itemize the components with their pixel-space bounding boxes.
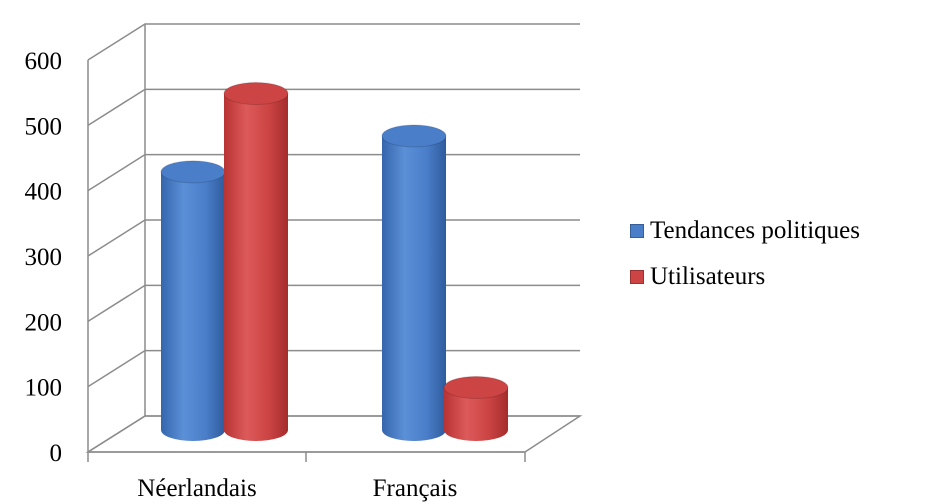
x-category-label: Néerlandais (137, 475, 256, 502)
bar-tendances-francais (381, 124, 447, 441)
gridline (87, 23, 580, 61)
y-tick-label: 100 (25, 375, 63, 402)
legend-item-utilisateurs: Utilisateurs (630, 254, 860, 300)
y-tick-label: 300 (25, 244, 63, 271)
bar-utilisateurs-neerlandais (223, 82, 289, 442)
x-category-label: Français (373, 475, 458, 502)
y-tick-label: 0 (50, 440, 63, 467)
legend: Tendances politiques Utilisateurs (630, 208, 860, 300)
legend-item-tendances: Tendances politiques (630, 208, 860, 254)
gridline (87, 88, 580, 126)
legend-label-utilisateurs: Utilisateurs (650, 263, 766, 290)
y-tick-label: 500 (25, 113, 63, 140)
bar-tendances-neerlandais (160, 160, 226, 441)
legend-label-tendances: Tendances politiques (650, 217, 860, 244)
legend-swatch-blue (630, 224, 644, 238)
y-tick-label: 200 (25, 309, 63, 336)
legend-swatch-red (630, 270, 644, 284)
y-tick-label: 400 (25, 179, 63, 206)
bar-utilisateurs-francais (443, 376, 509, 441)
y-tick-label: 600 (25, 48, 63, 75)
